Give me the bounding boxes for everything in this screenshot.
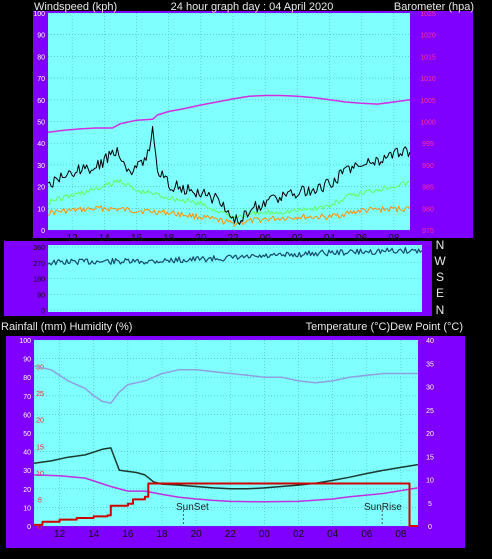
low-x-tick-label: 22: [225, 529, 237, 540]
rain-tick-label: 5: [38, 497, 42, 504]
wind-y2-tick-label: 995: [422, 141, 434, 148]
low-x-tick-label: 02: [293, 529, 305, 540]
compass-label-w: W: [434, 254, 446, 268]
temperature-dewpoint-axis-title: Temperature (°C)Dew Point (°C): [306, 321, 463, 333]
sunset-label: SunSet: [176, 502, 209, 513]
barometer-line: [47, 94, 411, 134]
wind-y2-tick-label: 1000: [420, 120, 436, 127]
low-y-tick-label: 70: [23, 394, 31, 401]
rain-tick-label: 15: [36, 444, 44, 451]
wind-x-tick-label: 02: [292, 233, 304, 244]
direction-tick-label: 90: [37, 292, 45, 299]
compass-label-s: S: [436, 270, 444, 284]
compass-label-n-top: N: [436, 238, 445, 252]
wind-low-line: [48, 205, 411, 227]
wind-x-tick-label: 14: [99, 233, 111, 244]
wind-y2-tick-label: 1025: [420, 11, 436, 18]
wind-y-tick-label: 80: [37, 54, 45, 61]
low-x-tick-label: 20: [191, 529, 203, 540]
wind-y-tick-label: 30: [37, 163, 45, 170]
rain-humidity-axis-title: Rainfall (mm) Humidity (%): [1, 321, 132, 333]
wind-x-tick-label: 18: [163, 233, 175, 244]
low-x-tick-label: 16: [122, 529, 134, 540]
low-y-tick-label: 60: [23, 412, 31, 419]
low-y2-tick-label: 0: [428, 524, 432, 531]
barometer-axis-title: Barometer (hpa): [394, 1, 474, 13]
low-x-tick-label: 06: [361, 529, 373, 540]
low-y-tick-label: 40: [23, 450, 31, 457]
wind-y-tick-label: 70: [37, 76, 45, 83]
wind-x-tick-label: 22: [227, 233, 239, 244]
low-y-tick-label: 80: [23, 375, 31, 382]
low-y2-tick-label: 15: [426, 454, 434, 461]
direction-tick-label: 270: [33, 261, 45, 268]
dew-point-line: [33, 474, 419, 503]
wind-y2-tick-label: 1020: [420, 33, 436, 40]
low-x-tick-label: 08: [395, 529, 407, 540]
low-y-tick-label: 30: [23, 468, 31, 475]
low-x-tick-label: 04: [327, 529, 339, 540]
wind-y2-tick-label: 1005: [420, 98, 436, 105]
low-y-tick-label: 20: [23, 487, 31, 494]
low-y2-tick-label: 20: [426, 431, 434, 438]
wind-y-tick-label: 40: [37, 141, 45, 148]
compass-label-n-bottom: N: [436, 303, 445, 317]
low-y2-tick-label: 10: [426, 478, 434, 485]
low-y2-tick-label: 25: [426, 408, 434, 415]
low-y-tick-label: 100: [19, 338, 31, 345]
wind-x-tick-label: 20: [195, 233, 207, 244]
rain-tick-label: 20: [36, 418, 44, 425]
low-y2-tick-label: 40: [426, 338, 434, 345]
wind-y-tick-label: 10: [37, 206, 45, 213]
wind-direction-line: [47, 247, 423, 266]
low-y-tick-label: 10: [23, 505, 31, 512]
low-x-tick-label: 14: [88, 529, 100, 540]
wind-axis-title: Windspeed (kph): [34, 1, 117, 13]
wind-y-tick-label: 0: [41, 228, 45, 235]
wind-y-tick-label: 100: [33, 11, 45, 18]
wind-y-tick-label: 90: [37, 33, 45, 40]
direction-tick-label: 180: [33, 277, 45, 284]
rain-tick-label: 0: [38, 524, 42, 531]
wind-y-tick-label: 50: [37, 120, 45, 127]
wind-y2-tick-label: 985: [422, 185, 434, 192]
wind-x-tick-label: 06: [356, 233, 368, 244]
wind-y2-tick-label: 1015: [420, 54, 436, 61]
sunrise-label: SunRise: [364, 502, 402, 513]
temperature-line: [33, 447, 419, 490]
rain-tick-label: 25: [36, 391, 44, 398]
low-y-tick-label: 50: [23, 431, 31, 438]
low-x-tick-label: 12: [54, 529, 66, 540]
wind-x-tick-label: 12: [67, 233, 79, 244]
wind-x-tick-label: 00: [260, 233, 272, 244]
wind-x-tick-label: 08: [388, 233, 400, 244]
wind-gust-line: [47, 126, 411, 225]
humidity-line: [33, 365, 418, 404]
rainfall-line: [34, 482, 418, 527]
rain-tick-label: 10: [36, 471, 44, 478]
wind-x-tick-label: 16: [131, 233, 143, 244]
graph-title: 24 hour graph day : 04 April 2020: [171, 1, 334, 13]
wind-y-tick-label: 60: [37, 98, 45, 105]
direction-tick-label: 360: [33, 245, 45, 252]
wind-y2-tick-label: 990: [422, 163, 434, 170]
low-y-tick-label: 0: [27, 524, 31, 531]
wind-y-tick-label: 20: [37, 185, 45, 192]
wind-y2-tick-label: 1010: [420, 76, 436, 83]
compass-label-e: E: [436, 286, 444, 300]
direction-tick-label: 0: [41, 308, 45, 315]
wind-x-tick-label: 04: [324, 233, 336, 244]
low-y2-tick-label: 5: [428, 501, 432, 508]
wind-y2-tick-label: 980: [422, 206, 434, 213]
low-y-tick-label: 90: [23, 357, 31, 364]
low-y2-tick-label: 35: [426, 361, 434, 368]
low-x-tick-label: 00: [259, 529, 271, 540]
wind-average-line: [47, 179, 411, 219]
low-y2-tick-label: 30: [426, 385, 434, 392]
wind-y2-tick-label: 975: [422, 228, 434, 235]
low-x-tick-label: 18: [156, 529, 168, 540]
